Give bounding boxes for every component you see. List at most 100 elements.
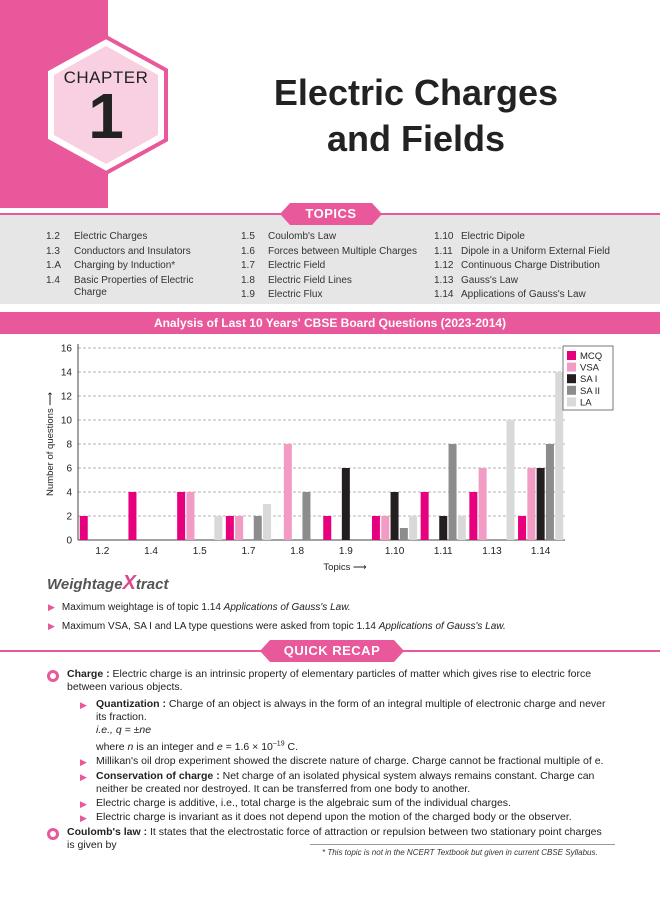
quantization-head: Quantization : bbox=[96, 698, 166, 710]
bar-mcq bbox=[518, 516, 527, 540]
x-tick-label: 1.10 bbox=[385, 546, 405, 557]
triangle-bullet-icon: ▶ bbox=[80, 700, 87, 710]
weightage-text: Maximum VSA, SA I and LA type questions … bbox=[61, 621, 379, 632]
topic-number: 1.13 bbox=[434, 274, 454, 286]
topic-title: Electric Field bbox=[268, 260, 326, 271]
recap-charge: Charge : Electric charge is an intrinsic… bbox=[67, 668, 615, 694]
topic-number: 1.11 bbox=[434, 245, 453, 257]
bar-vsa bbox=[478, 468, 487, 540]
legend-swatch bbox=[567, 374, 576, 384]
y-tick-label: 16 bbox=[61, 344, 73, 355]
topic-number: 1.8 bbox=[241, 274, 255, 286]
y-tick-label: 12 bbox=[61, 392, 73, 403]
y-tick-label: 4 bbox=[66, 488, 72, 499]
recap-conservation: Conservation of charge : Net charge of a… bbox=[96, 770, 616, 796]
topic-number: 1.4 bbox=[46, 274, 60, 286]
x-tick-label: 1.2 bbox=[95, 546, 109, 557]
conservation-text-2: neither be created nor destroyed. It can… bbox=[96, 783, 471, 795]
bar-vsa bbox=[381, 516, 390, 540]
topics-heading: TOPICS bbox=[280, 203, 382, 225]
quantization-formula: i.e., q = ±ne bbox=[96, 724, 152, 736]
weightage-title-x: X bbox=[122, 572, 136, 594]
chapter-title-line1: Electric Charges bbox=[273, 72, 559, 113]
triangle-bullet-icon: ▶ bbox=[80, 799, 87, 809]
coulomb-text-2: is given by bbox=[67, 839, 117, 851]
topic-number: 1.5 bbox=[241, 231, 255, 242]
topic-title: Continuous Charge Distribution bbox=[461, 260, 600, 271]
weightage-title-b: tract bbox=[135, 576, 169, 593]
quick-recap-heading: QUICK RECAP bbox=[260, 640, 404, 662]
x-tick-label: 1.7 bbox=[241, 546, 255, 557]
topic-title: Charging by Induction* bbox=[74, 260, 176, 271]
topic-number: 1.10 bbox=[434, 231, 454, 242]
y-tick-label: 14 bbox=[61, 368, 73, 379]
bar-mcq bbox=[128, 492, 137, 540]
x-tick-label: 1.4 bbox=[144, 546, 158, 557]
legend-label: SA I bbox=[580, 374, 597, 385]
topic-number: 1.14 bbox=[434, 289, 454, 300]
bar-sa-i bbox=[341, 468, 350, 540]
weightage-item: ▶ Maximum VSA, SA I and LA type questions… bbox=[48, 621, 506, 632]
topic-title: Basic Properties of Electric Charge bbox=[74, 274, 194, 298]
bar-vsa bbox=[283, 444, 292, 540]
recap-quantization: Quantization : Charge of an object is al… bbox=[96, 698, 616, 754]
analysis-heading: Analysis of Last 10 Years' CBSE Board Qu… bbox=[0, 312, 660, 334]
y-axis-label: Number of questions ⟶ bbox=[45, 392, 56, 496]
quantization-text: Charge of an object is always in the for… bbox=[168, 698, 606, 710]
bar-vsa bbox=[186, 492, 195, 540]
y-tick-label: 10 bbox=[61, 416, 73, 427]
x-tick-label: 1.9 bbox=[339, 546, 353, 557]
bar-vsa bbox=[527, 468, 536, 540]
chapter-title: Electric Charges and Fields bbox=[218, 70, 614, 162]
chapter-label: CHAPTER bbox=[63, 68, 149, 87]
bar-mcq bbox=[420, 492, 429, 540]
weightage-title-a: Weightage bbox=[47, 576, 123, 593]
legend-swatch bbox=[567, 362, 576, 372]
bar-sa-i bbox=[390, 492, 399, 540]
topic-title: Electric Charges bbox=[74, 231, 148, 242]
bar-sa-ii bbox=[399, 528, 408, 540]
y-tick-label: 8 bbox=[66, 440, 72, 451]
legend-swatch bbox=[567, 351, 576, 360]
charge-text: Electric charge is an intrinsic property… bbox=[112, 668, 592, 680]
x-tick-label: 1.13 bbox=[482, 546, 502, 557]
bar-mcq bbox=[177, 492, 186, 540]
y-tick-label: 6 bbox=[66, 464, 72, 475]
topic-title: Gauss's Law bbox=[461, 274, 518, 286]
triangle-bullet-icon: ▶ bbox=[48, 621, 55, 631]
topic-number: 1.12 bbox=[434, 260, 454, 271]
bar-sa-ii bbox=[545, 444, 554, 540]
legend-label: VSA bbox=[580, 363, 600, 374]
x-tick-label: 1.11 bbox=[434, 546, 453, 557]
topic-number: 1.A bbox=[46, 260, 62, 271]
topic-number: 1.9 bbox=[241, 289, 255, 300]
conservation-text: Net charge of an isolated physical syste… bbox=[222, 770, 595, 782]
bar-la bbox=[457, 516, 466, 540]
weightage-text: Maximum weightage is of topic 1.14 bbox=[61, 602, 224, 613]
topic-title: Electric Field Lines bbox=[268, 274, 352, 286]
recap-invariant: Electric charge is invariant as it does … bbox=[96, 811, 572, 823]
y-tick-label: 2 bbox=[66, 512, 72, 523]
topic-title: Electric Dipole bbox=[461, 231, 525, 242]
chapter-title-line2: and Fields bbox=[326, 118, 506, 159]
bar-mcq bbox=[469, 492, 478, 540]
topic-number: 1.2 bbox=[46, 231, 60, 242]
legend-swatch bbox=[567, 397, 576, 407]
bar-la bbox=[506, 420, 515, 540]
charge-text-2: between various objects. bbox=[67, 681, 183, 693]
x-tick-label: 1.5 bbox=[193, 546, 207, 557]
bar-sa-ii bbox=[302, 492, 311, 540]
swirl-bullet-icon bbox=[47, 828, 59, 840]
topic-number: 1.3 bbox=[46, 245, 60, 257]
bar-la bbox=[214, 516, 223, 540]
x-tick-label: 1.8 bbox=[290, 546, 304, 557]
charge-head: Charge : bbox=[67, 668, 110, 680]
topic-title: Coulomb's Law bbox=[268, 231, 337, 242]
coulomb-text: It states that the electrostatic force o… bbox=[150, 826, 602, 838]
triangle-bullet-icon: ▶ bbox=[80, 757, 87, 767]
topic-number: 1.6 bbox=[241, 245, 255, 257]
bar-mcq bbox=[371, 516, 380, 540]
topics-panel bbox=[0, 213, 660, 304]
x-tick-label: 1.14 bbox=[531, 546, 551, 557]
weightage-italic: Applications of Gauss's Law. bbox=[223, 602, 351, 613]
